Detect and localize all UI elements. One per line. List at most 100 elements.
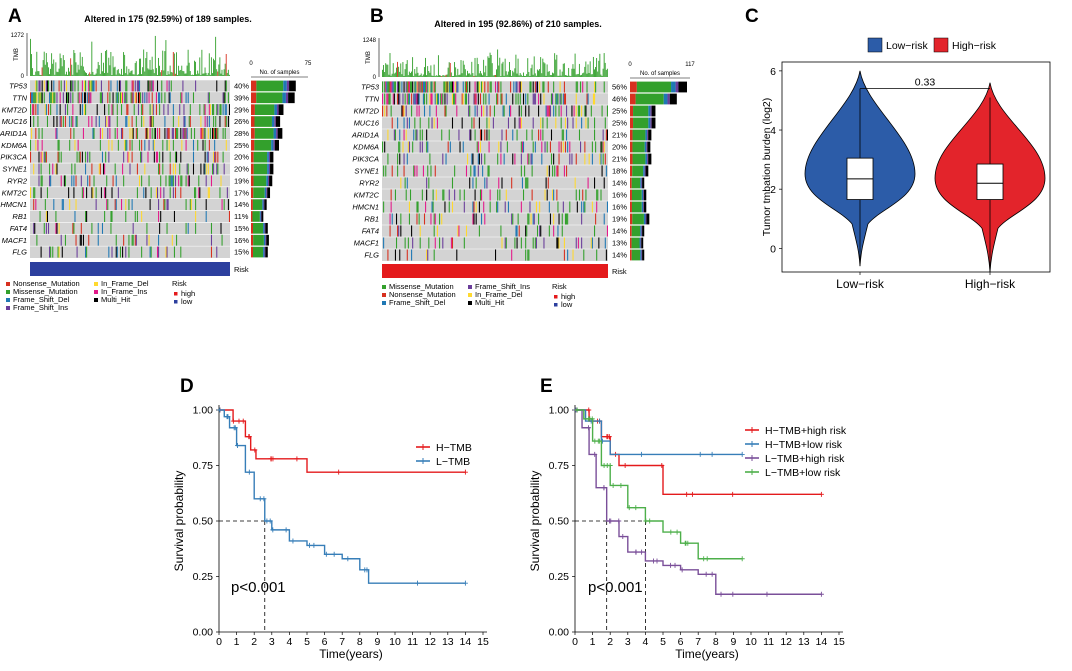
mutation-cell <box>74 139 76 151</box>
tmb-bar <box>142 67 144 76</box>
tmb-bar <box>506 74 508 77</box>
mutation-cell <box>552 93 554 105</box>
mutation-cell <box>31 92 33 104</box>
risk-annotation-bar <box>30 262 230 276</box>
tmb-bar <box>599 53 601 77</box>
mutation-cell <box>427 81 429 93</box>
mutation-cell <box>167 104 169 116</box>
tmb-bar <box>57 72 59 76</box>
sample-count-bar <box>635 93 664 105</box>
mutation-cell <box>457 225 459 237</box>
tmb-bar <box>512 70 514 77</box>
tmb-bar <box>534 73 536 77</box>
mutation-cell <box>60 234 62 246</box>
mutation-cell <box>43 80 45 92</box>
tmb-bar <box>576 74 578 77</box>
mutation-cell <box>58 222 60 234</box>
mutation-cell <box>418 105 420 117</box>
mutation-cell <box>440 93 442 105</box>
mutation-cell <box>564 213 567 225</box>
km-y-tick-label: 1.00 <box>549 405 570 417</box>
mutation-cell <box>407 81 409 93</box>
mutation-cell <box>450 237 452 249</box>
tmb-bar <box>562 63 564 77</box>
mutation-cell <box>580 141 582 153</box>
mutation-cell <box>126 92 128 104</box>
mutation-cell <box>95 199 97 211</box>
km-x-tick-label: 0 <box>216 636 222 648</box>
mutation-cell <box>116 127 118 139</box>
mutation-cell <box>170 175 172 187</box>
tmb-axis-label: TMB <box>14 48 20 61</box>
mutation-cell <box>560 117 562 129</box>
mutation-cell <box>539 81 541 93</box>
tmb-bar <box>495 74 496 77</box>
sample-count-bar <box>645 165 649 177</box>
tmb-bar <box>491 63 493 77</box>
mutation-cell <box>430 165 432 177</box>
mutation-cell <box>131 92 133 104</box>
mutation-cell <box>135 234 137 246</box>
panel-label-c: C <box>745 6 759 27</box>
km-pvalue: p<0.001 <box>231 579 286 596</box>
mutation-cell <box>71 175 73 187</box>
mutation-cell <box>425 201 427 213</box>
mutation-cell <box>171 127 173 139</box>
risk-annotation-bar <box>382 264 608 278</box>
mutation-cell <box>398 81 400 93</box>
mutation-cell <box>40 163 42 175</box>
mutation-cell <box>411 81 413 93</box>
mutation-cell <box>50 175 52 187</box>
km-y-tick-label: 0.25 <box>193 571 214 583</box>
mutation-cell <box>584 201 586 213</box>
mutation-cell <box>216 104 218 116</box>
mutation-cell <box>152 104 154 116</box>
mutation-cell <box>185 127 187 139</box>
mutation-cell <box>168 127 170 139</box>
mutation-cell <box>590 237 592 249</box>
tmb-bar <box>426 75 428 77</box>
tmb-bar <box>75 62 77 76</box>
tmb-bar <box>95 73 97 76</box>
mutation-cell <box>520 153 522 165</box>
mutation-cell <box>581 237 583 249</box>
mutation-cell <box>192 163 195 175</box>
km-x-tick-label: 9 <box>374 636 380 648</box>
mutation-cell <box>416 105 418 117</box>
km-censor-mark <box>586 425 592 431</box>
mutation-cell <box>538 93 540 105</box>
mutation-cell <box>104 210 106 222</box>
tmb-bar <box>164 51 166 76</box>
mutation-cell <box>151 116 153 128</box>
mutation-cell <box>70 80 72 92</box>
mutation-cell <box>31 127 33 139</box>
mutation-cell <box>443 81 445 93</box>
tmb-bar <box>192 74 194 76</box>
mutation-cell <box>511 177 513 189</box>
mutation-cell <box>202 127 204 139</box>
mutation-cell <box>180 187 182 199</box>
mutation-cell <box>527 213 529 225</box>
mutation-cell <box>451 81 454 93</box>
gene-percentage: 18% <box>612 167 627 176</box>
mutation-cell <box>414 117 416 129</box>
mutation-cell <box>203 104 205 116</box>
mutation-cell <box>453 81 455 93</box>
gene-percentage: 39% <box>234 93 249 102</box>
tmb-bar <box>69 71 71 76</box>
mutation-cell <box>470 165 472 177</box>
mutation-cell <box>412 237 414 249</box>
km-censor-mark <box>668 529 674 535</box>
mutation-cell <box>101 92 104 104</box>
mutation-cell <box>512 213 514 225</box>
tmb-bar <box>460 60 462 77</box>
mutation-cell <box>519 117 521 129</box>
km-y-tick-label: 1.00 <box>193 405 214 417</box>
tmb-bar <box>214 60 216 76</box>
tmb-bar <box>174 73 176 76</box>
sample-count-bar <box>251 175 254 187</box>
tmb-bar <box>220 73 222 76</box>
mutation-cell <box>169 175 171 187</box>
gene-label: FLG <box>12 248 27 257</box>
mutation-cell <box>111 104 113 116</box>
